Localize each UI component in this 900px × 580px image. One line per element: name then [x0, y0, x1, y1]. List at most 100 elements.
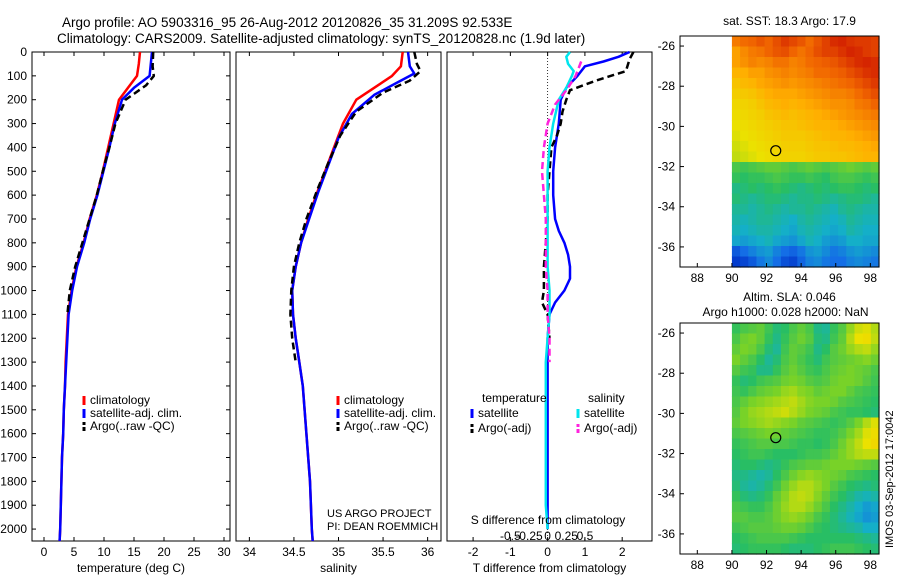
sla_map-cell: [838, 386, 847, 398]
sla_map-cell: [731, 365, 741, 377]
sla_map-ytick-label: -34: [658, 487, 676, 501]
sla_map-cell: [731, 480, 741, 492]
sla_map-ytick-label: -28: [658, 366, 676, 380]
sst_map-cell: [748, 151, 758, 163]
sla_map-cell: [797, 522, 807, 534]
sla_map-xtick-label: 88: [691, 558, 705, 572]
sla_map-cell: [838, 354, 847, 366]
sla_map-cell: [764, 543, 774, 555]
sla_map-cell: [789, 480, 798, 492]
sla_map-cell: [813, 522, 823, 534]
sla_map-cell: [764, 491, 774, 503]
sla_map-cell: [846, 323, 856, 335]
sla_map-cell: [780, 470, 790, 482]
sst_map-cell: [805, 36, 815, 48]
sst_map-cell: [731, 214, 741, 226]
sla_map-cell: [821, 344, 831, 356]
sla_map-cell: [870, 375, 880, 387]
sst_map-cell: [870, 183, 880, 195]
sla_map-cell: [805, 480, 815, 492]
sla_map-cell: [731, 459, 741, 471]
sst_map-cell: [870, 141, 880, 153]
sla_map-cell: [740, 333, 749, 345]
sst_map-cell: [854, 141, 864, 153]
sst_map-cell: [846, 225, 856, 237]
sla_map-cell: [854, 512, 864, 524]
sst_map-cell: [748, 46, 758, 58]
sla_map-ytick-label: -30: [658, 406, 676, 420]
sla_map-cell: [846, 407, 856, 419]
sst_map-cell: [846, 36, 856, 48]
differences-xtick-label: 2: [619, 545, 626, 559]
sst_map-cell: [813, 109, 823, 121]
sla_map-cell: [740, 354, 749, 366]
sla_map-cell: [740, 428, 749, 440]
sst_map-cell: [813, 235, 823, 247]
sst_map-cell: [870, 172, 880, 184]
sst_map-cell: [740, 67, 749, 79]
sst_map-cell: [731, 162, 741, 174]
sst_map-cell: [846, 109, 856, 121]
sla_map-cell: [731, 417, 741, 429]
sst_map-cell: [813, 256, 823, 268]
sla_map-cell: [748, 396, 758, 408]
sst_map-cell: [789, 78, 798, 90]
sst_map-cell: [797, 204, 807, 216]
sla_map-cell: [780, 501, 790, 513]
sla_map-cell: [789, 333, 798, 345]
sst_map-cell: [805, 193, 815, 205]
sst_map-cell: [854, 193, 864, 205]
sst_map-cell: [764, 193, 774, 205]
sst_map-cell: [731, 183, 741, 195]
sla_map-cell: [748, 375, 758, 387]
sla_map-cell: [854, 365, 864, 377]
sla_map-cell: [829, 449, 839, 461]
sst_map-cell: [862, 120, 872, 132]
sst_map-cell: [813, 57, 823, 69]
sst_map-cell: [797, 151, 807, 163]
sst_map-cell: [821, 183, 831, 195]
sla_map-cell: [780, 417, 790, 429]
salinity-xtick-label: 34.5: [282, 545, 306, 559]
sla_map-cell: [764, 512, 774, 524]
sla_map-cell: [870, 323, 880, 335]
sst_map-cell: [838, 225, 847, 237]
sst_map-cell: [748, 67, 758, 79]
sla_map-cell: [748, 533, 758, 545]
sst_map-cell: [838, 193, 847, 205]
sla_map-cell: [789, 501, 798, 513]
sst_map-cell: [797, 214, 807, 226]
sla_map-cell: [846, 365, 856, 377]
sla_map-cell: [870, 333, 880, 345]
sla_map-cell: [854, 344, 864, 356]
sst_map-cell: [731, 204, 741, 216]
sla_map-cell: [780, 522, 790, 534]
sla_map-cell: [854, 407, 864, 419]
sla_map-cell: [870, 407, 880, 419]
temperature-xtick-label: 0: [41, 545, 48, 559]
sla_map-cell: [870, 386, 880, 398]
temperature-series-satellite-adj-clim-: [58, 51, 154, 542]
sla_map-cell: [805, 470, 815, 482]
sst_map-cell: [748, 99, 758, 111]
sla_map-cell: [805, 386, 815, 398]
sst_map-cell: [846, 204, 856, 216]
sst_map-cell: [772, 204, 782, 216]
sla_map-cell: [756, 533, 766, 545]
sla_map-cell: [846, 354, 856, 366]
sla_map-cell: [797, 512, 807, 524]
sla_map-cell: [813, 407, 823, 419]
sla_map-cell: [764, 354, 774, 366]
sla_map-ytick-label: -32: [658, 447, 676, 461]
sst_map-cell: [829, 204, 839, 216]
sst_map-cell: [862, 183, 872, 195]
sst_map-cell: [789, 235, 798, 247]
sst_map-cell: [789, 151, 798, 163]
sst_map-cell: [748, 57, 758, 69]
sla_map-cell: [805, 333, 815, 345]
sst_map-ytick-label: -28: [658, 79, 676, 93]
sst_map-cell: [838, 36, 847, 48]
sla_map-cell: [846, 449, 856, 461]
sst_map-cell: [740, 204, 749, 216]
sla_map-cell: [862, 396, 872, 408]
